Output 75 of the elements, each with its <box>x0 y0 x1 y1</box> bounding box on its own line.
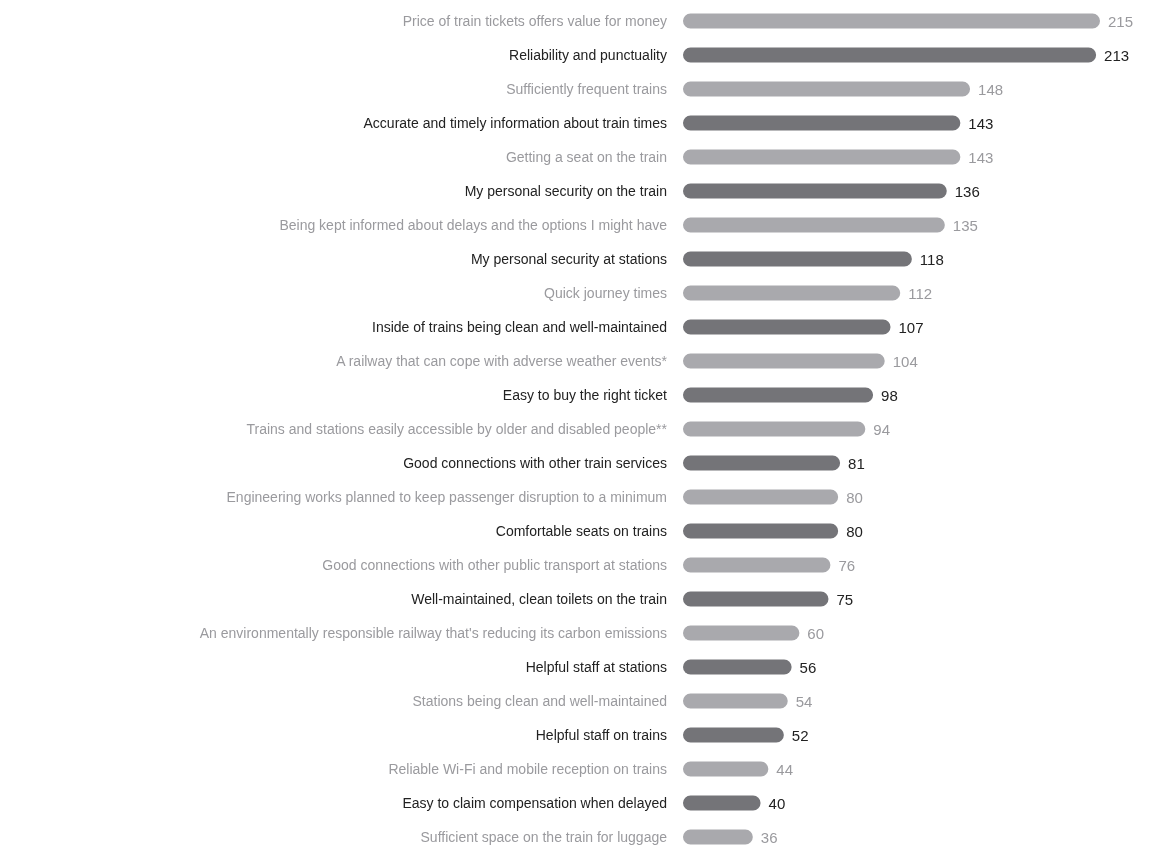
bar <box>683 795 761 811</box>
bar <box>683 81 971 97</box>
data-label: 80 <box>846 488 863 506</box>
bar <box>683 47 1097 63</box>
bar <box>683 353 885 369</box>
data-label: 36 <box>760 828 778 846</box>
bar <box>683 829 753 845</box>
bar <box>683 149 961 165</box>
bar <box>683 489 839 505</box>
data-label: 44 <box>776 760 794 778</box>
bar <box>683 251 912 267</box>
bar <box>683 13 1100 29</box>
data-label: 148 <box>978 80 1004 98</box>
bar <box>683 319 891 335</box>
y-tick-label: Helpful staff on trains <box>535 727 667 743</box>
y-tick-label: Helpful staff at stations <box>525 659 667 675</box>
y-tick-label: Reliability and punctuality <box>509 47 667 63</box>
bar <box>683 455 841 471</box>
bar <box>683 591 829 607</box>
y-tick-label: Stations being clean and well-maintained <box>412 693 667 709</box>
y-tick-label: Quick journey times <box>544 285 667 301</box>
y-tick-label: Price of train tickets offers value for money <box>402 13 667 29</box>
bar <box>683 217 945 233</box>
y-tick-label: Comfortable seats on trains <box>495 523 667 539</box>
bar <box>683 625 800 641</box>
bar <box>683 183 947 199</box>
y-tick-label: Getting a seat on the train <box>505 149 667 165</box>
y-tick-label: Good connections with other train services <box>403 455 667 471</box>
data-label: 75 <box>836 590 854 608</box>
data-label: 136 <box>954 182 980 200</box>
data-label: 56 <box>799 658 817 676</box>
y-tick-label: Reliable Wi-Fi and mobile reception on trains <box>388 761 667 777</box>
bar <box>683 693 788 709</box>
bar <box>683 115 961 131</box>
y-tick-label: Sufficient space on the train for luggage <box>420 829 668 845</box>
y-tick-label: Engineering works planned to keep passenger disruption to a minimum <box>226 489 667 505</box>
data-label: 60 <box>807 624 825 642</box>
y-tick-label: Being kept informed about delays and the options I might have <box>279 217 668 233</box>
y-tick-label: A railway that can cope with adverse weather events* <box>336 353 668 369</box>
data-label: 52 <box>791 726 809 744</box>
bar <box>683 727 784 743</box>
data-label: 81 <box>848 454 865 472</box>
y-tick-label: Easy to buy the right ticket <box>502 387 668 403</box>
data-label: 135 <box>952 216 978 234</box>
data-label: 112 <box>908 284 933 302</box>
y-tick-label: Trains and stations easily accessible by older and disabled people** <box>246 421 668 437</box>
data-label: 94 <box>873 420 890 438</box>
data-label: 76 <box>838 556 856 574</box>
bar <box>683 557 831 573</box>
y-tick-label: My personal security on the train <box>464 183 667 199</box>
data-label: 80 <box>846 522 863 540</box>
data-label: 98 <box>881 386 898 404</box>
bar <box>683 761 769 777</box>
data-label: 104 <box>892 352 918 370</box>
bar <box>683 285 901 301</box>
data-label: 213 <box>1104 46 1130 64</box>
y-tick-label: Sufficiently frequent trains <box>506 81 667 97</box>
y-tick-label: Good connections with other public transport at stations <box>322 557 667 573</box>
y-tick-label: Accurate and timely information about train times <box>363 115 667 131</box>
data-label: 143 <box>968 148 994 166</box>
data-label: 107 <box>898 318 924 336</box>
data-label: 118 <box>919 250 944 268</box>
y-tick-label: An environmentally responsible railway that's reducing its carbon emissions <box>199 625 667 641</box>
data-label: 54 <box>795 692 813 710</box>
data-label: 40 <box>768 794 786 812</box>
y-tick-label: My personal security at stations <box>470 251 667 267</box>
bar <box>683 387 874 403</box>
y-tick-label: Well-maintained, clean toilets on the train <box>411 591 667 607</box>
y-tick-label: Easy to claim compensation when delayed <box>402 795 667 811</box>
bar <box>683 659 792 675</box>
bar <box>683 421 866 437</box>
data-label: 215 <box>1108 12 1134 30</box>
y-tick-label: Inside of trains being clean and well-maintained <box>372 319 667 335</box>
bar <box>683 523 839 539</box>
data-label: 143 <box>968 114 994 132</box>
